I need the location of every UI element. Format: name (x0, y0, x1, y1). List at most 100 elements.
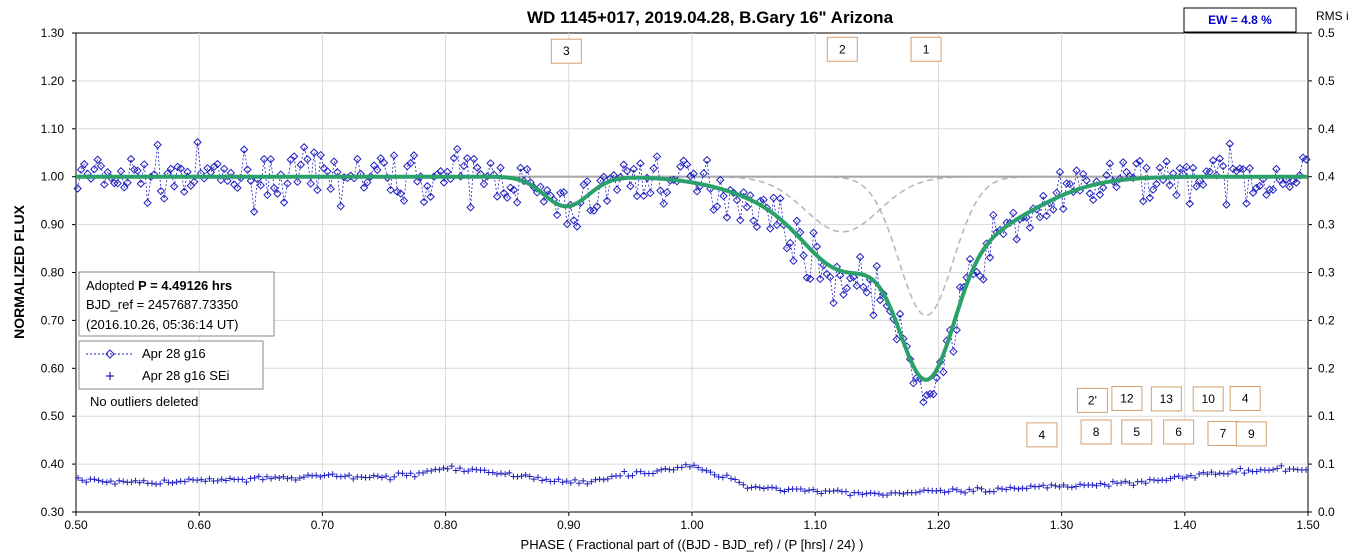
rms-point (444, 465, 451, 472)
flux-point (269, 183, 279, 193)
flux-point (1225, 139, 1234, 148)
flux-point (479, 179, 489, 189)
flux-point (582, 177, 592, 186)
flux-point (922, 390, 931, 400)
flux-point (1238, 165, 1248, 174)
flux-point (616, 173, 625, 182)
rms-point (1155, 477, 1162, 484)
flux-point (1012, 235, 1021, 244)
period-info-box (78, 271, 275, 337)
flux-point (909, 378, 918, 388)
flux-point (263, 190, 272, 200)
flux-point (120, 183, 129, 192)
rms-point (785, 486, 792, 493)
flux-point (1255, 181, 1264, 191)
flux-point (766, 224, 775, 233)
flux-point (952, 325, 961, 335)
rms-point (268, 475, 275, 482)
rms-point (662, 465, 669, 472)
flux-point (239, 145, 249, 154)
rms-point (1019, 485, 1026, 492)
rms-point (617, 472, 624, 479)
rms-point (399, 470, 406, 477)
flux-point (100, 180, 109, 189)
y2-tick-label: 0.2 (1318, 313, 1335, 327)
rms-point (567, 479, 574, 486)
rms-point (1200, 469, 1207, 476)
rms-point (863, 490, 870, 497)
rms-point (411, 473, 418, 480)
rms-point (227, 475, 233, 482)
flux-point (799, 251, 808, 260)
flux-point (466, 203, 475, 212)
flux-point (646, 188, 655, 198)
flux-point (140, 160, 149, 169)
rms-point (945, 488, 952, 495)
flux-point (699, 169, 708, 178)
flux-point (719, 191, 728, 201)
y2-tick-label: 0.4 (1318, 122, 1335, 136)
flux-point (1248, 188, 1258, 197)
flux-point (1152, 179, 1161, 189)
y-tick-label: 1.30 (41, 26, 65, 40)
flux-point (1208, 156, 1218, 165)
rms-point (407, 470, 414, 477)
rms-point (580, 477, 587, 484)
flux-point (76, 165, 86, 174)
rms-point (957, 488, 964, 495)
rms-point (313, 472, 320, 479)
flux-point (506, 183, 515, 192)
rms-point (563, 478, 570, 485)
flux-point (592, 202, 602, 211)
rms-series (75, 461, 1309, 499)
flux-point (326, 184, 335, 194)
rms-point (843, 488, 849, 495)
flux-point (689, 169, 698, 178)
rms-point (436, 466, 443, 473)
flux-point (216, 175, 226, 185)
y-tick-label: 0.60 (41, 361, 65, 375)
rms-point (596, 476, 603, 483)
flux-point (662, 188, 672, 197)
flux-point (329, 157, 339, 166)
flux-point (469, 154, 479, 164)
dip-labels: 3 2 1 2' 12 13 10 4 4 8 5 6 7 9 (550, 36, 1267, 448)
flux-point (835, 271, 845, 280)
flux-point (346, 171, 355, 180)
period-prefix: Adopted (86, 278, 138, 293)
rms-point (165, 479, 172, 486)
rms-point (1052, 482, 1059, 489)
rms-point (604, 475, 611, 482)
rms-point (280, 473, 287, 480)
rms-point (518, 473, 525, 480)
flux-point (586, 206, 595, 215)
dip-label-text: 10 (1202, 392, 1216, 406)
rms-point (1011, 485, 1018, 492)
flux-point (123, 178, 132, 187)
flux-point (629, 164, 638, 174)
rms-point (953, 486, 960, 493)
flux-point (1245, 164, 1254, 173)
flux-point (499, 188, 509, 198)
flux-point (919, 397, 928, 407)
y-tick-label: 1.20 (41, 74, 65, 88)
flux-point (979, 275, 988, 284)
rms-point (1274, 465, 1281, 472)
period-value: P = 4.49126 hrs (138, 278, 232, 293)
flux-point (90, 165, 99, 174)
flux-point (289, 152, 299, 161)
y-tick-label: 0.40 (41, 457, 65, 471)
rms-point (263, 473, 270, 480)
rms-point (1253, 468, 1260, 475)
rms-point (941, 489, 948, 496)
rms-point (1068, 484, 1075, 491)
rms-point (403, 472, 410, 479)
flux-point (989, 210, 998, 220)
flux-point (925, 389, 935, 399)
dip-label-box (1076, 387, 1108, 413)
flux-point (313, 185, 322, 195)
flux-point (1082, 176, 1091, 185)
flux-point (273, 189, 282, 198)
rms-point (658, 466, 665, 473)
flux-point (1115, 174, 1125, 183)
